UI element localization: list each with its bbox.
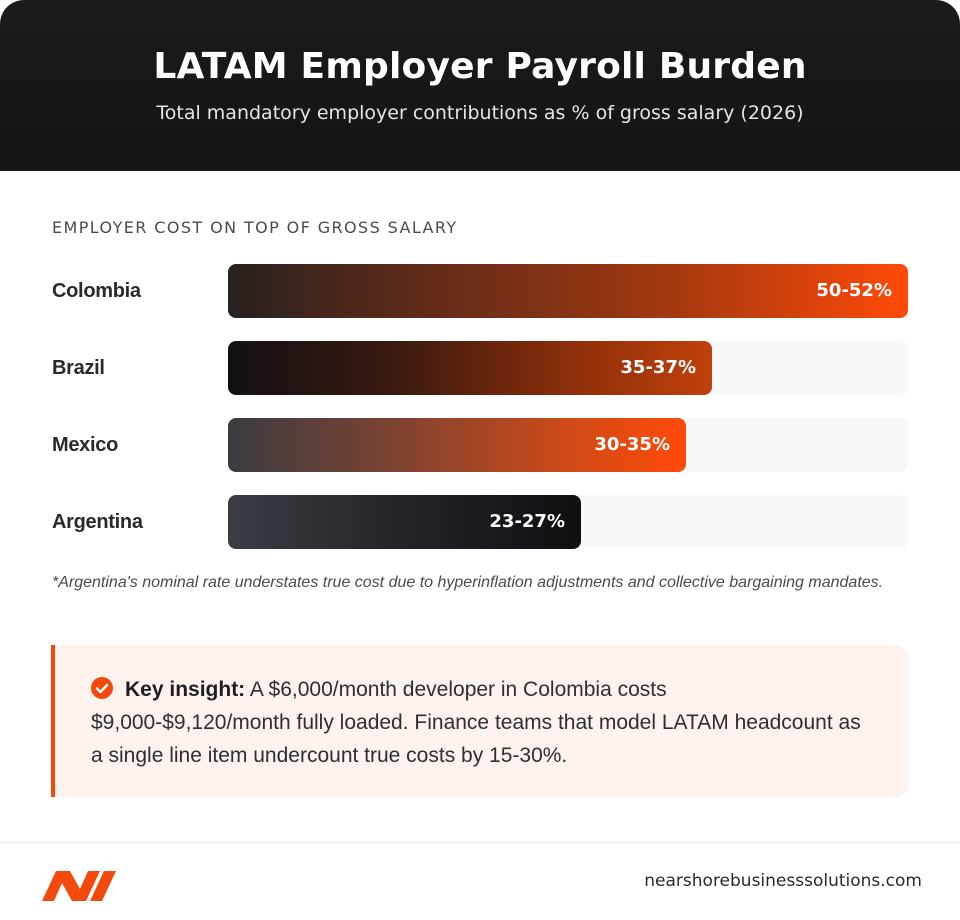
bar-brazil <box>228 341 712 395</box>
check-circle-icon <box>91 677 113 699</box>
bar-value-colombia: 50-52% <box>816 280 892 301</box>
page-title: LATAM Employer Payroll Burden <box>153 46 807 87</box>
bar-label-mexico: Mexico <box>52 434 119 456</box>
bar-argentina <box>228 495 581 549</box>
bar-label-colombia: Colombia <box>52 280 141 302</box>
insight-label: Key insight: <box>125 678 246 701</box>
footer: nearshorebusinesssolutions.com <box>0 842 960 920</box>
bar-mexico <box>228 418 686 472</box>
bar-value-argentina: 23-27% <box>489 511 565 532</box>
bar-value-mexico: 30-35% <box>594 434 670 455</box>
bar-chart: Colombia 50-52% Brazil 35-37% Mexico 30-35% Ar… <box>52 264 908 549</box>
nearshore-logo-icon <box>40 863 118 908</box>
bar-label-argentina: Argentina <box>52 511 143 533</box>
bar-colombia <box>228 264 908 318</box>
insight-body: A $6,000/month developer in Colombia cos… <box>91 678 861 767</box>
insight-text: Key insight: A $6,000/month developer in… <box>91 673 871 772</box>
insight-callout: Key insight: A $6,000/month developer in… <box>51 645 909 797</box>
bar-value-brazil: 35-37% <box>620 357 696 378</box>
website-link[interactable]: nearshorebusinesssolutions.com <box>644 871 922 891</box>
page-subtitle: Total mandatory employer contributions a… <box>156 102 804 124</box>
header-banner: LATAM Employer Payroll Burden Total mand… <box>0 0 960 171</box>
footnote: *Argentina's nominal rate understates tr… <box>52 574 884 591</box>
chart-title: EMPLOYER COST ON TOP OF GROSS SALARY <box>52 218 458 237</box>
bar-label-brazil: Brazil <box>52 357 105 379</box>
